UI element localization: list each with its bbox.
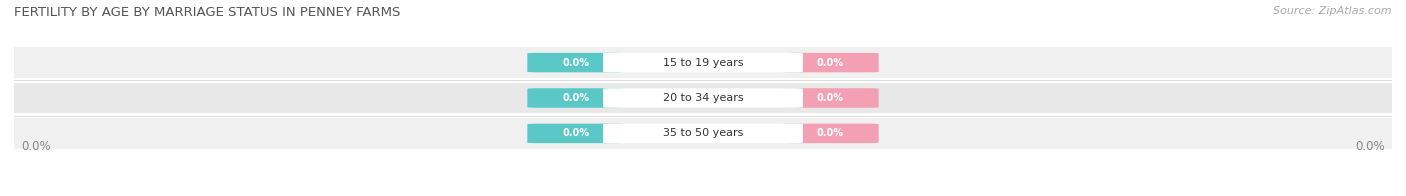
FancyBboxPatch shape — [603, 124, 803, 143]
FancyBboxPatch shape — [782, 124, 879, 143]
Text: FERTILITY BY AGE BY MARRIAGE STATUS IN PENNEY FARMS: FERTILITY BY AGE BY MARRIAGE STATUS IN P… — [14, 6, 401, 19]
Text: 0.0%: 0.0% — [21, 140, 51, 152]
FancyBboxPatch shape — [603, 88, 803, 108]
FancyBboxPatch shape — [782, 88, 879, 108]
Text: 0.0%: 0.0% — [817, 93, 844, 103]
Bar — [14, 83, 1392, 113]
Text: 35 to 50 years: 35 to 50 years — [662, 128, 744, 138]
Legend: Married, Unmarried: Married, Unmarried — [612, 192, 794, 196]
FancyBboxPatch shape — [527, 124, 624, 143]
Text: 0.0%: 0.0% — [562, 58, 589, 68]
Text: Source: ZipAtlas.com: Source: ZipAtlas.com — [1274, 6, 1392, 16]
Text: 0.0%: 0.0% — [562, 128, 589, 138]
Text: 0.0%: 0.0% — [1355, 140, 1385, 152]
FancyBboxPatch shape — [782, 53, 879, 72]
Text: 0.0%: 0.0% — [817, 58, 844, 68]
Text: 0.0%: 0.0% — [817, 128, 844, 138]
FancyBboxPatch shape — [527, 53, 624, 72]
Bar — [14, 47, 1392, 78]
Text: 15 to 19 years: 15 to 19 years — [662, 58, 744, 68]
Text: 20 to 34 years: 20 to 34 years — [662, 93, 744, 103]
FancyBboxPatch shape — [527, 88, 624, 108]
Bar — [14, 118, 1392, 149]
Text: 0.0%: 0.0% — [562, 93, 589, 103]
FancyBboxPatch shape — [603, 53, 803, 72]
